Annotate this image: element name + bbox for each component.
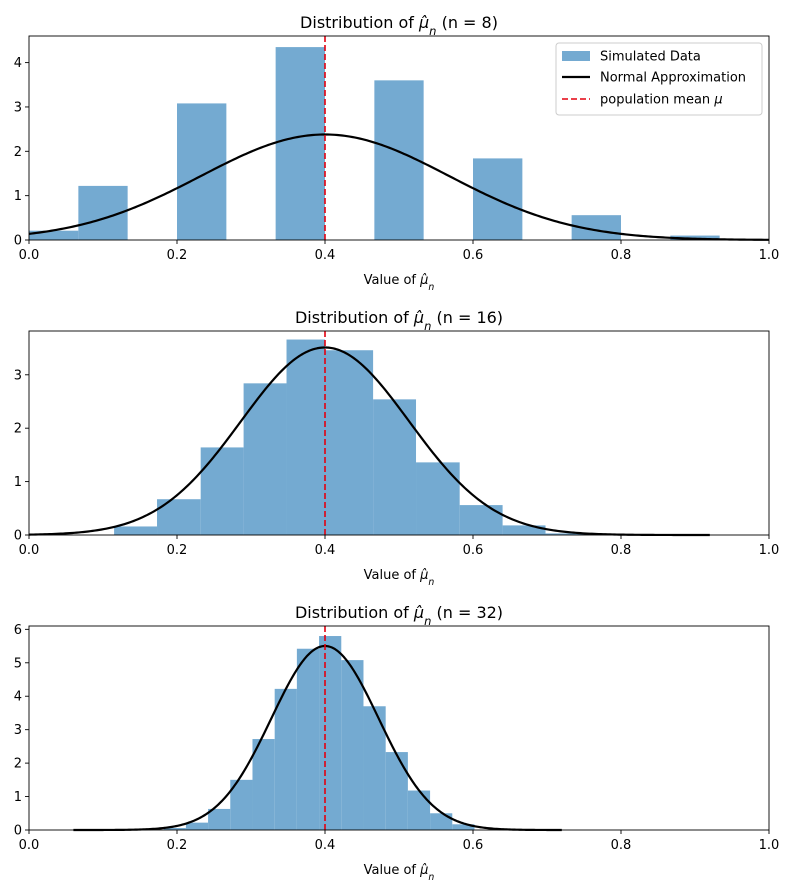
x-axis-label: Value of μ̂n	[364, 273, 435, 293]
y-tick-label: 1	[14, 189, 22, 204]
hist-bar-10	[502, 525, 546, 535]
hist-bar-6	[325, 350, 374, 535]
legend-swatch-simulated	[562, 51, 590, 61]
x-tick-label: 1.0	[759, 543, 780, 558]
legend-label-1: Simulated Data	[600, 50, 701, 65]
legend-label-3: population mean μ	[600, 93, 723, 108]
hist-bar-9	[459, 505, 503, 535]
hist-bar-9	[341, 660, 364, 830]
y-tick-label: 6	[14, 623, 22, 638]
hist-bar-6	[274, 688, 297, 830]
x-tick-label: 0.6	[463, 838, 484, 853]
y-tick-label: 4	[14, 690, 22, 705]
hist-bar-11	[385, 752, 408, 830]
x-tick-label: 0.4	[315, 838, 336, 853]
x-tick-label: 0.4	[315, 543, 336, 558]
hist-bar-12	[407, 790, 431, 830]
y-tick-label: 3	[14, 100, 22, 115]
hist-bar-3	[208, 808, 231, 830]
hist-bar-1	[163, 827, 186, 830]
y-tick-label: 2	[14, 757, 22, 772]
hist-bar-5	[252, 739, 275, 830]
hist-bar-1	[29, 230, 79, 240]
hist-bar-4	[275, 47, 325, 241]
hist-bar-8	[416, 462, 460, 535]
plot-frame	[28, 330, 770, 536]
normal-curve	[28, 133, 770, 241]
x-axis-label: Value of μ̂n	[364, 568, 435, 588]
hist-bar-7	[296, 648, 320, 830]
x-tick-label: 0.2	[167, 248, 188, 263]
hist-bar-7	[373, 399, 417, 535]
y-tick-label: 0	[14, 824, 22, 839]
hist-bar-4	[230, 779, 253, 830]
plot-frame	[28, 625, 770, 831]
y-tick-label: 4	[14, 56, 22, 71]
x-tick-label: 0.8	[611, 248, 632, 263]
y-tick-label: 5	[14, 656, 22, 671]
hist-bar-8	[319, 636, 342, 830]
x-tick-label: 0.4	[315, 248, 336, 263]
panel-3: 0.0 0.2 0.4 0.6 0.8 1.0 0 1 2 3 4 5 6 Distribution of…	[14, 603, 780, 883]
chart-title: Distribution of μ̂n (n = 8)	[300, 13, 498, 38]
legend-label-2: Normal Approximation	[600, 71, 746, 86]
chart-title: Distribution of μ̂n (n = 32)	[295, 603, 503, 628]
x-tick-label: 0.8	[611, 838, 632, 853]
y-tick-label: 2	[14, 145, 22, 160]
hist-bar-3	[177, 103, 227, 240]
panel-1: 0.0 0.2 0.4 0.6 0.8 1.0 0 1 2 3 4 Distribution of μ…	[14, 13, 780, 293]
y-tick-label: 1	[14, 790, 22, 805]
hist-bar-1	[114, 526, 158, 535]
hist-bar-11	[545, 533, 590, 535]
y-tick-label: 0	[14, 234, 22, 249]
x-axis-label: Value of μ̂n	[364, 863, 435, 883]
y-tick-label: 3	[14, 368, 22, 383]
x-tick-label: 0.0	[19, 543, 40, 558]
legend: Simulated Data Normal Approximation popula…	[555, 42, 763, 116]
legend-frame	[555, 42, 763, 116]
x-tick-label: 0.0	[19, 838, 40, 853]
x-tick-label: 0.2	[167, 543, 188, 558]
x-tick-label: 0.2	[167, 838, 188, 853]
normal-curve	[73, 644, 562, 832]
y-tick-label: 2	[14, 422, 22, 437]
x-tick-label: 0.8	[611, 543, 632, 558]
hist-bar-13	[430, 813, 453, 830]
x-tick-label: 1.0	[759, 838, 780, 853]
y-tick-label: 3	[14, 723, 22, 738]
hist-bar-14	[452, 824, 475, 830]
x-tick-label: 1.0	[759, 248, 780, 263]
x-tick-label: 0.0	[19, 248, 40, 263]
x-tick-label: 0.6	[463, 248, 484, 263]
hist-bar-4	[243, 383, 287, 535]
panel-2: 0.0 0.2 0.4 0.6 0.8 1.0 0 1 2 3 Distribution of μ̂…	[14, 308, 780, 588]
plot-frame	[28, 35, 770, 241]
normal-curve	[28, 346, 710, 537]
hist-bar-10	[363, 706, 386, 830]
y-tick-label: 1	[14, 475, 22, 490]
chart-title: Distribution of μ̂n (n = 16)	[295, 308, 503, 333]
y-tick-label: 0	[14, 529, 22, 544]
hist-bar-3	[200, 447, 244, 535]
x-tick-label: 0.6	[463, 543, 484, 558]
hist-bar-5	[286, 339, 325, 535]
hist-bar-2	[185, 822, 209, 830]
